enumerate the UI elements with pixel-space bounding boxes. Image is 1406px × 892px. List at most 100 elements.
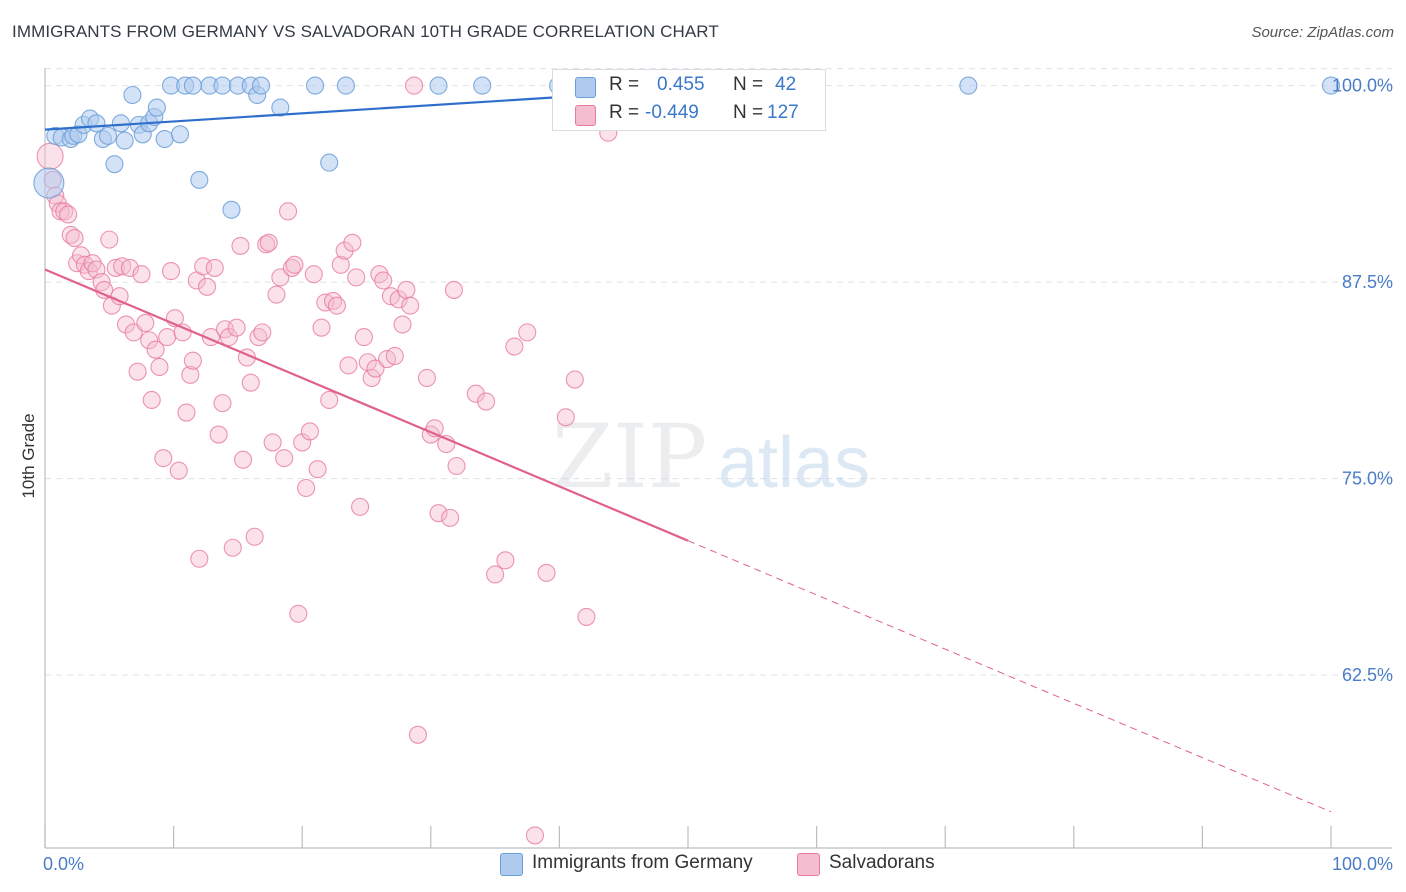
salvadorans-point[interactable]: [354, 328, 373, 347]
germany-point[interactable]: [1321, 76, 1341, 95]
salvadorans-point[interactable]: [320, 390, 339, 410]
salvadorans-point[interactable]: [385, 346, 404, 366]
salvadorans-point[interactable]: [308, 460, 327, 479]
salvadorans-point[interactable]: [429, 504, 448, 523]
salvadorans-point[interactable]: [142, 390, 161, 410]
salvadorans-point[interactable]: [128, 362, 147, 381]
salvadorans-point[interactable]: [197, 277, 217, 296]
salvadorans-point[interactable]: [401, 296, 420, 315]
salvadorans-point[interactable]: [169, 461, 188, 480]
salvadorans-point[interactable]: [161, 262, 181, 281]
salvadorans-point[interactable]: [146, 340, 165, 359]
germany-point[interactable]: [115, 131, 134, 150]
salvadorans-point[interactable]: [213, 394, 232, 413]
salvadorans-point[interactable]: [227, 318, 246, 337]
salvadorans-point[interactable]: [312, 318, 331, 337]
germany-point[interactable]: [429, 76, 448, 95]
salvadorans-point[interactable]: [279, 202, 298, 221]
salvadorans-point[interactable]: [300, 422, 319, 441]
salvadorans-point[interactable]: [447, 456, 466, 476]
germany-point[interactable]: [251, 76, 271, 95]
salvadorans-point[interactable]: [556, 408, 575, 427]
salvadorans-point[interactable]: [565, 370, 584, 389]
salvadorans-point[interactable]: [393, 315, 412, 334]
salvadorans-point[interactable]: [335, 241, 354, 260]
salvadorans-point[interactable]: [205, 258, 224, 277]
salvadorans-point[interactable]: [209, 425, 228, 444]
salvadorans-point[interactable]: [525, 826, 545, 845]
salvadorans-point[interactable]: [136, 313, 155, 333]
germany-point[interactable]: [147, 98, 166, 117]
salvadorans-point[interactable]: [190, 549, 209, 568]
salvadorans-point[interactable]: [241, 373, 260, 392]
salvadorans-point[interactable]: [59, 205, 78, 224]
salvadorans-point[interactable]: [223, 538, 242, 557]
salvadorans-point[interactable]: [496, 551, 515, 570]
germany-point[interactable]: [959, 76, 978, 95]
salvadorans-point[interactable]: [316, 293, 335, 312]
salvadorans-point[interactable]: [106, 258, 125, 277]
salvadorans-point[interactable]: [304, 265, 323, 284]
salvadorans-point[interactable]: [518, 323, 537, 342]
germany-point[interactable]: [98, 126, 118, 145]
salvadorans-point[interactable]: [150, 357, 169, 377]
salvadorans-point[interactable]: [158, 328, 177, 347]
salvadorans-point[interactable]: [408, 725, 427, 744]
salvadorans-point[interactable]: [285, 255, 304, 274]
salvadorans-point[interactable]: [65, 229, 84, 248]
salvadorans-point[interactable]: [351, 497, 370, 516]
salvadorans-point[interactable]: [362, 368, 381, 388]
salvadorans-point[interactable]: [181, 365, 200, 384]
salvadorans-point[interactable]: [140, 331, 159, 350]
germany-point[interactable]: [105, 155, 124, 174]
salvadorans-point[interactable]: [397, 280, 416, 299]
salvadorans-point[interactable]: [327, 296, 346, 315]
salvadorans-point[interactable]: [444, 280, 463, 299]
salvadorans-point[interactable]: [233, 450, 253, 469]
salvadorans-point[interactable]: [374, 271, 393, 290]
salvadorans-point[interactable]: [347, 268, 366, 287]
salvadorans-point[interactable]: [231, 236, 250, 255]
germany-point[interactable]: [222, 200, 241, 219]
germany-point[interactable]: [33, 167, 65, 199]
salvadorans-point[interactable]: [219, 328, 238, 347]
germany-point[interactable]: [190, 170, 209, 189]
salvadorans-point[interactable]: [253, 323, 272, 342]
salvadorans-point[interactable]: [275, 449, 294, 468]
salvadorans-point[interactable]: [282, 258, 301, 277]
germany-point[interactable]: [155, 129, 174, 149]
salvadorans-point[interactable]: [331, 255, 350, 274]
salvadorans-point[interactable]: [177, 403, 196, 422]
germany-point[interactable]: [336, 76, 355, 95]
salvadorans-point[interactable]: [441, 508, 460, 527]
salvadorans-point[interactable]: [267, 285, 286, 304]
germany-point[interactable]: [213, 76, 232, 95]
germany-point[interactable]: [473, 76, 492, 95]
salvadorans-point[interactable]: [339, 356, 358, 375]
salvadorans-point[interactable]: [343, 233, 362, 252]
salvadorans-point[interactable]: [389, 290, 408, 309]
salvadorans-point[interactable]: [113, 257, 132, 276]
salvadorans-point[interactable]: [417, 368, 436, 388]
salvadorans-point[interactable]: [289, 604, 308, 623]
germany-point[interactable]: [271, 98, 290, 117]
salvadorans-point[interactable]: [245, 527, 264, 546]
salvadorans-point[interactable]: [100, 230, 119, 249]
germany-point[interactable]: [320, 153, 339, 172]
germany-point[interactable]: [306, 76, 325, 95]
salvadorans-point[interactable]: [259, 233, 278, 252]
salvadorans-point[interactable]: [505, 337, 524, 356]
salvadorans-point[interactable]: [110, 287, 129, 306]
salvadorans-point[interactable]: [537, 563, 556, 582]
salvadorans-point[interactable]: [297, 478, 316, 498]
germany-point[interactable]: [111, 114, 130, 133]
salvadorans-point[interactable]: [486, 565, 505, 584]
salvadorans-point[interactable]: [132, 265, 151, 284]
salvadorans-point[interactable]: [405, 76, 424, 95]
salvadorans-point[interactable]: [116, 315, 136, 334]
salvadorans-point[interactable]: [263, 433, 282, 452]
salvadorans-point[interactable]: [577, 607, 596, 626]
salvadorans-point[interactable]: [36, 142, 64, 170]
salvadorans-point[interactable]: [183, 351, 202, 370]
germany-point[interactable]: [183, 76, 202, 95]
